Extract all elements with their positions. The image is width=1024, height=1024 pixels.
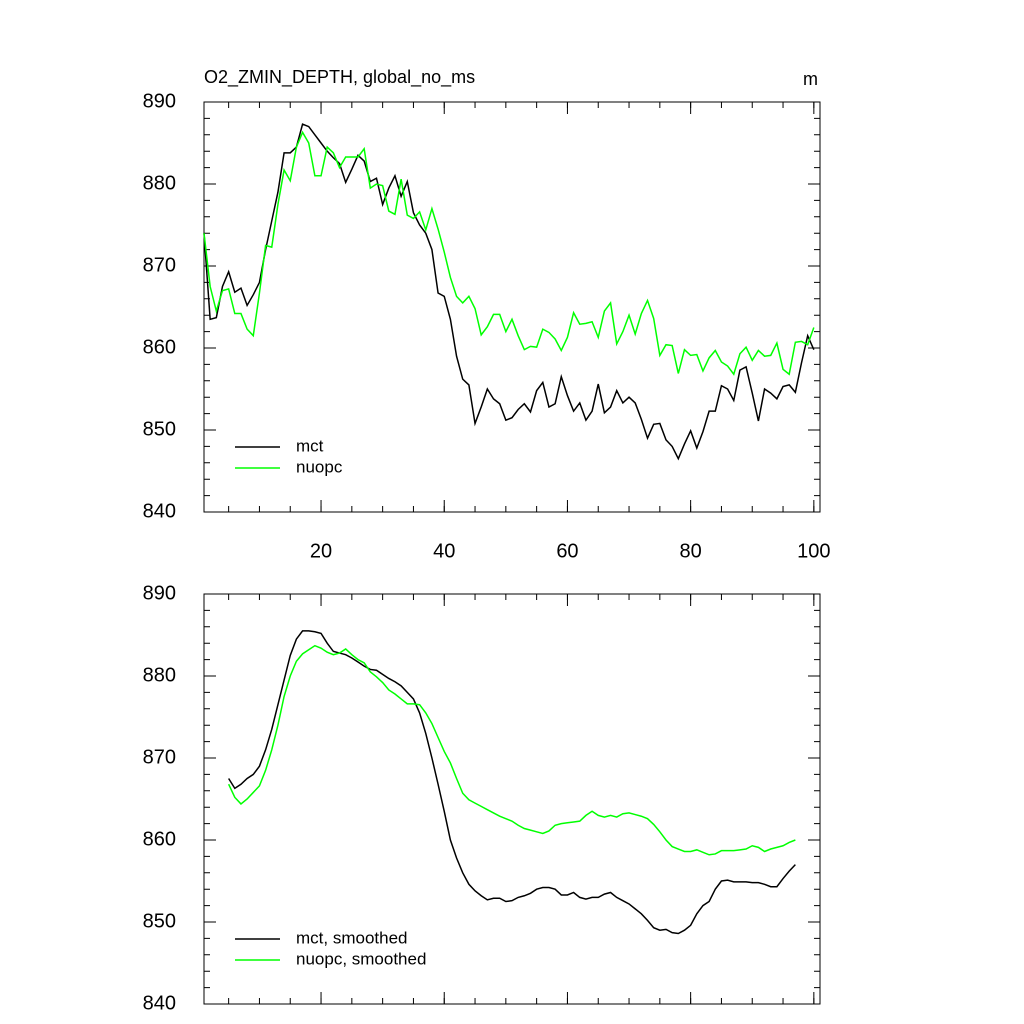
legend-label: mct, smoothed	[296, 928, 408, 947]
y-tick-label: 850	[143, 418, 176, 440]
y-tick-label: 870	[143, 254, 176, 276]
x-tick-label: 20	[310, 540, 332, 562]
data-line	[203, 130, 815, 376]
legend-label: mct	[296, 436, 324, 455]
plot-frame	[203, 101, 821, 513]
y-tick-label: 890	[143, 582, 176, 604]
y-tick-label: 890	[143, 90, 176, 112]
y-tick-label: 860	[143, 828, 176, 850]
data-line	[228, 630, 796, 935]
y-tick-label: 870	[143, 746, 176, 768]
plot-frame	[203, 593, 821, 1005]
y-tick-label: 850	[143, 910, 176, 932]
y-tick-label: 840	[143, 500, 176, 522]
x-tick-label: 60	[556, 540, 578, 562]
x-tick-label: 100	[797, 540, 830, 562]
y-tick-label: 840	[143, 992, 176, 1014]
data-line	[203, 123, 815, 461]
legend-label: nuopc	[296, 457, 343, 476]
chart-title: O2_ZMIN_DEPTH, global_no_ms	[204, 67, 475, 88]
legend-label: nuopc, smoothed	[296, 949, 426, 968]
x-tick-label: 80	[680, 540, 702, 562]
data-line	[227, 644, 796, 856]
y-tick-label: 860	[143, 336, 176, 358]
x-tick-label: 40	[433, 540, 455, 562]
y-tick-label: 880	[143, 172, 176, 194]
y-tick-label: 880	[143, 664, 176, 686]
units-label: m	[803, 69, 818, 89]
